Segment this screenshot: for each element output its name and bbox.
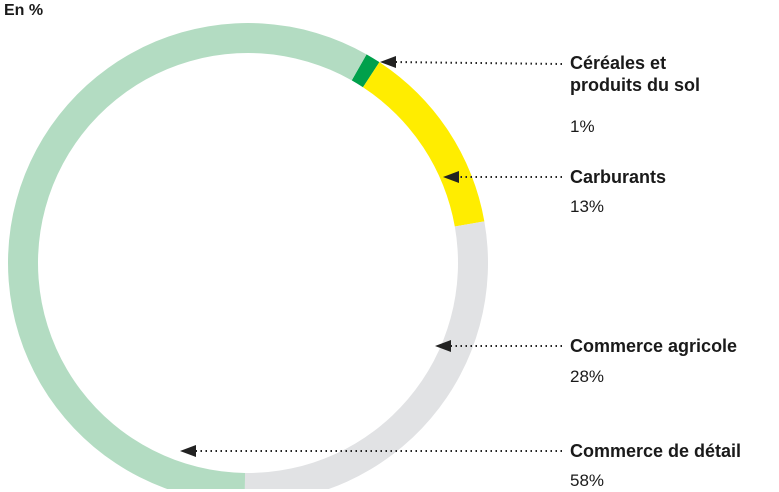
arrow-head <box>443 171 459 183</box>
category-label: Commerce agricole <box>570 336 738 356</box>
value-label: 58% <box>570 471 605 490</box>
donut-segment <box>244 221 488 489</box>
category-label: Commerce de détail <box>570 441 742 461</box>
arrow-head <box>380 56 396 68</box>
leader-line <box>391 61 563 65</box>
donut-segment <box>351 54 380 88</box>
donut-segment <box>8 23 367 489</box>
category-label: Céréales et produits du sol <box>570 53 700 95</box>
donut-segment <box>362 62 485 227</box>
value-label: 13% <box>570 197 605 216</box>
chart-title: En % <box>4 2 44 19</box>
arrow-head <box>180 445 196 457</box>
value-label: 1% <box>570 117 595 136</box>
category-label: Carburants <box>570 167 667 187</box>
arrow-head <box>435 340 451 352</box>
value-label: 28% <box>570 367 605 386</box>
